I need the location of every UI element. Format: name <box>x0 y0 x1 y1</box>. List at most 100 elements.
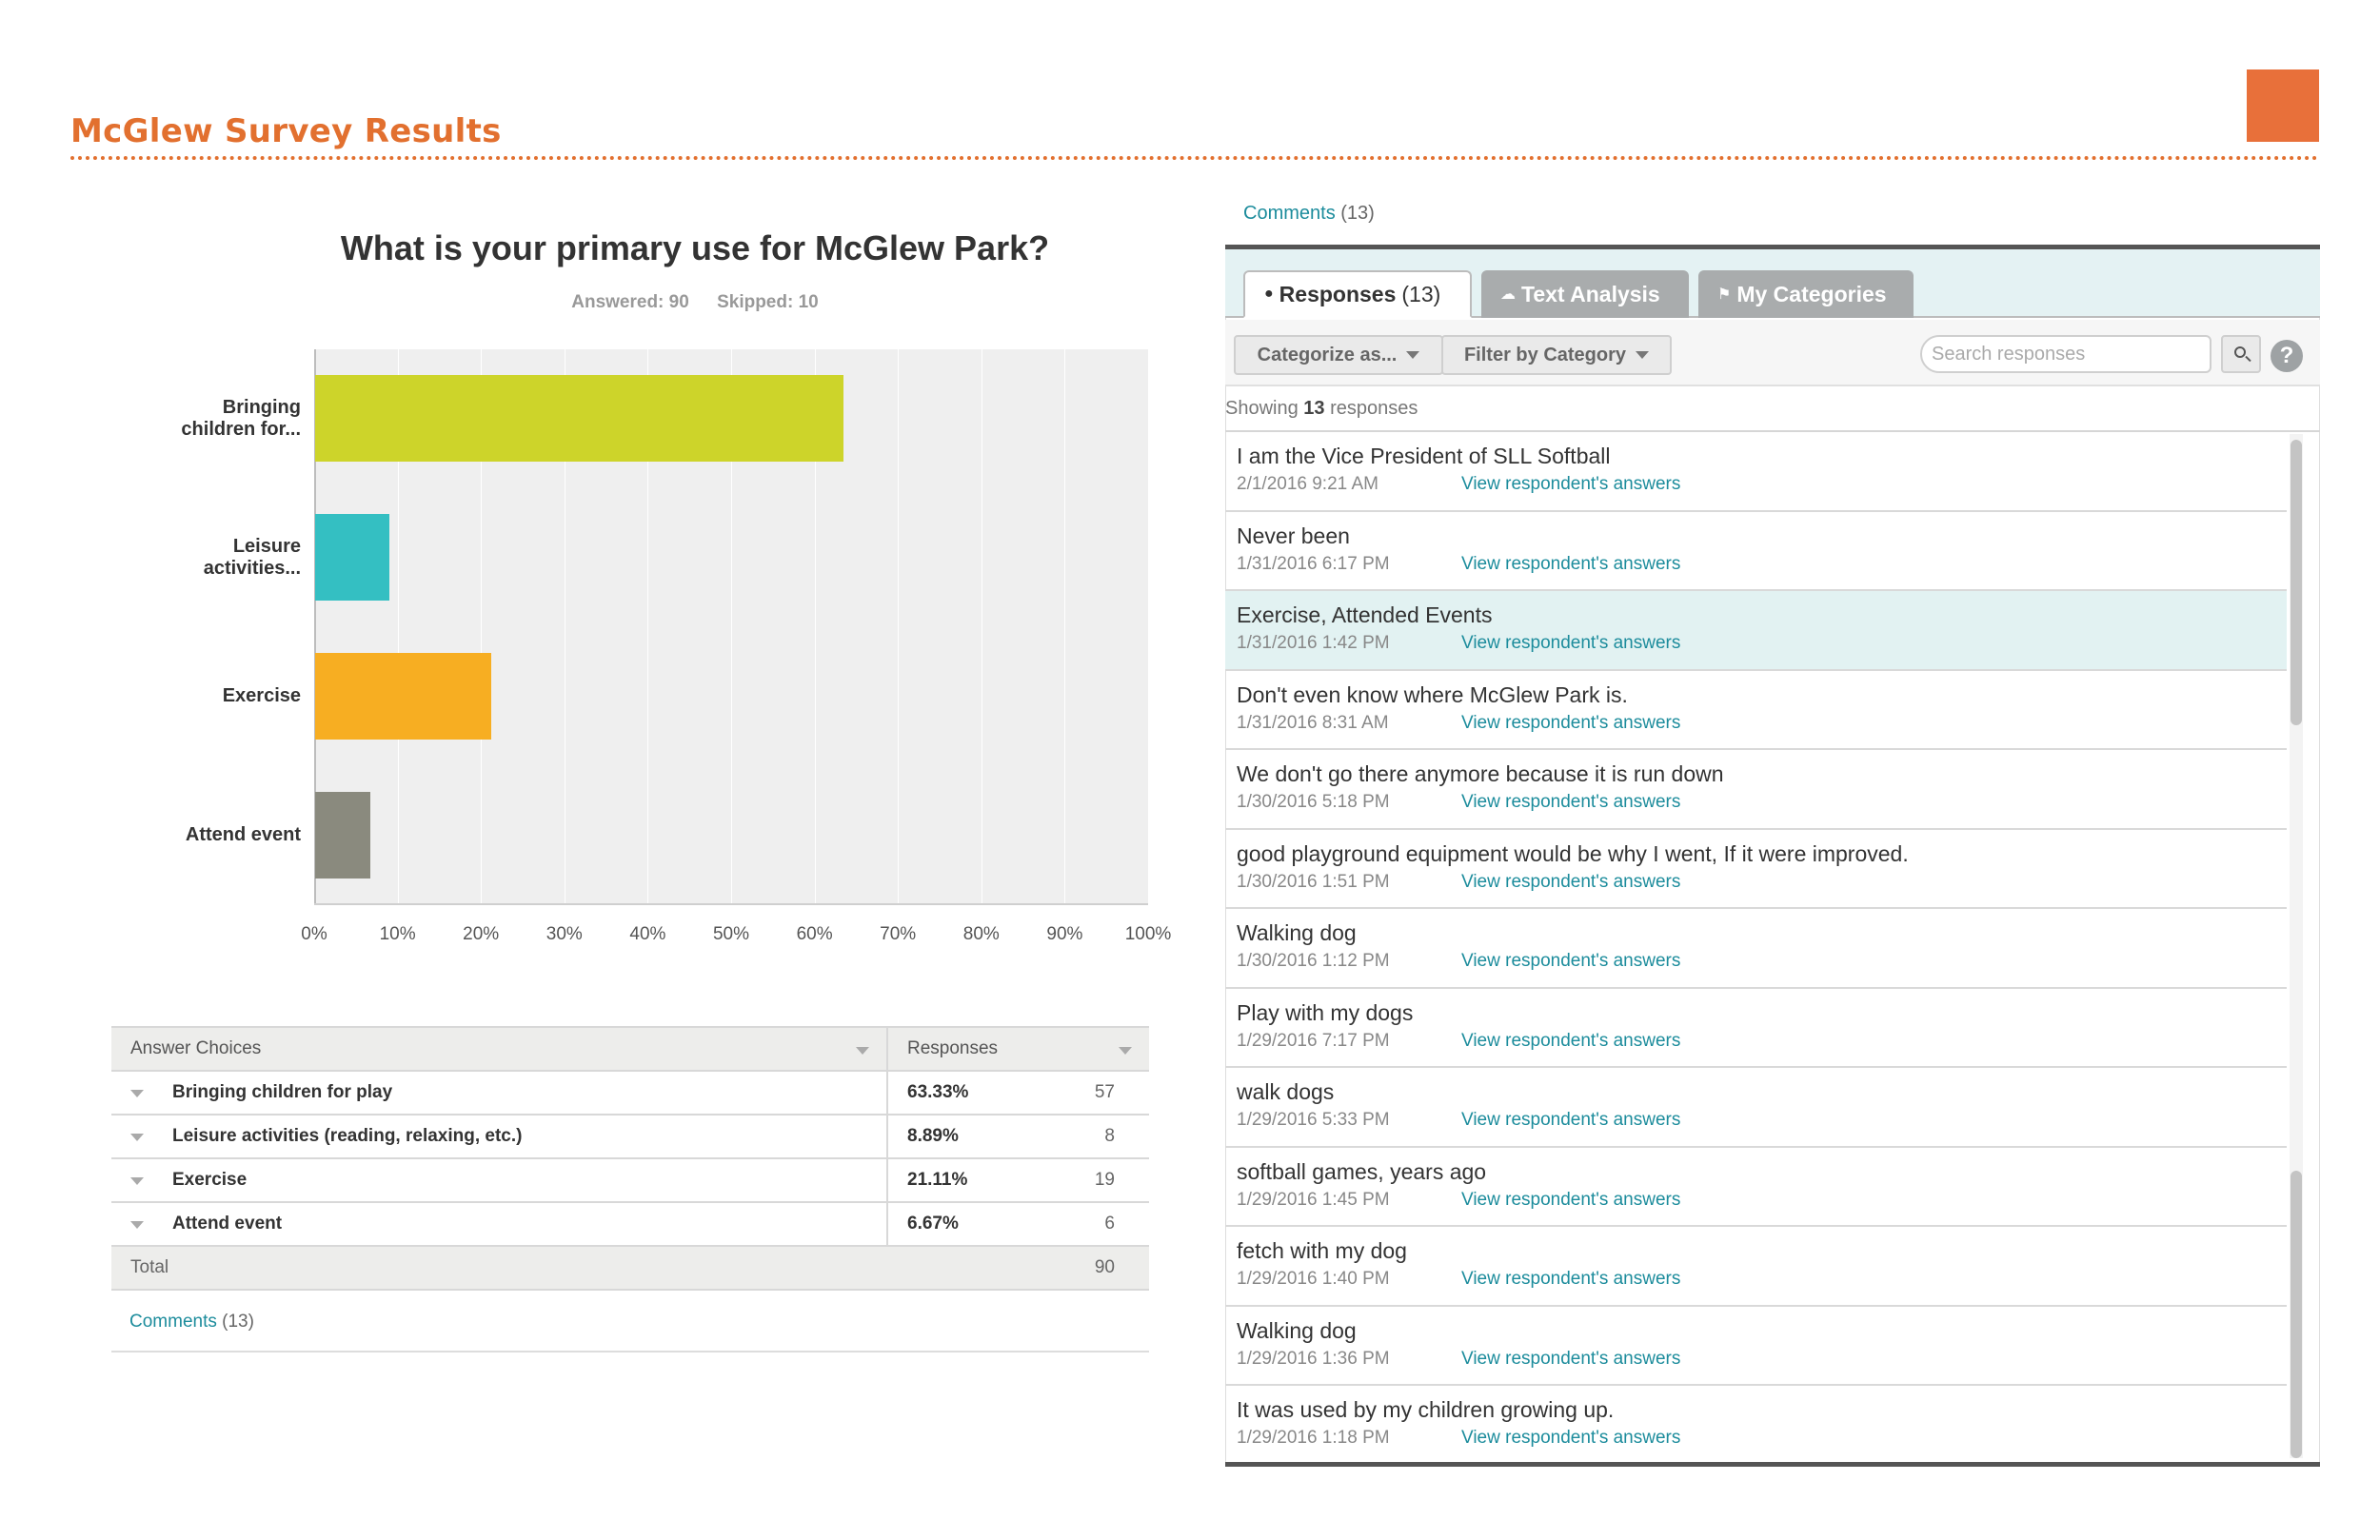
response-percent: 6.67% <box>886 1202 1025 1247</box>
response-count: 19 <box>1025 1158 1149 1203</box>
view-respondent-answers-link[interactable]: View respondent's answers <box>1461 1269 1681 1289</box>
view-respondent-answers-link[interactable]: View respondent's answers <box>1461 1428 1681 1448</box>
response-date: 1/29/2016 7:17 PM <box>1237 1030 1390 1051</box>
table-row: Leisure activities (reading, relaxing, e… <box>111 1115 1149 1159</box>
response-meta: 1/29/2016 1:40 PM View respondent's answe… <box>1237 1269 2287 1290</box>
speech-bubble-icon: ● <box>1264 286 1274 302</box>
view-respondent-answers-link[interactable]: View respondent's answers <box>1461 951 1681 971</box>
list-item[interactable]: walk dogs 1/29/2016 5:33 PM View responden… <box>1225 1068 2287 1148</box>
x-tick-label: 80% <box>962 924 1000 944</box>
x-tick-label: 70% <box>880 924 917 944</box>
response-text: We don't go there anymore because it is … <box>1237 761 1724 786</box>
chevron-down-icon[interactable] <box>1119 1047 1132 1055</box>
table-row: Attend event 6.67% 6 <box>111 1202 1149 1247</box>
list-item[interactable]: Play with my dogs 1/29/2016 7:17 PM View r… <box>1225 989 2287 1068</box>
view-respondent-answers-link[interactable]: View respondent's answers <box>1461 474 1681 494</box>
comments-header-link[interactable]: Comments (13) <box>1243 203 1375 224</box>
list-item[interactable]: Exercise, Attended Events 1/31/2016 1:42 … <box>1225 591 2287 671</box>
answer-choice[interactable]: Bringing children for play <box>111 1071 887 1116</box>
scrollbar-thumb[interactable] <box>2291 440 2302 725</box>
tab-text-analysis[interactable]: ☁ Text Analysis <box>1481 270 1689 318</box>
response-text: It was used by my children growing up. <box>1237 1397 1615 1422</box>
list-item[interactable]: fetch with my dog 1/29/2016 1:40 PM View r… <box>1225 1227 2287 1307</box>
list-item[interactable]: It was used by my children growing up. 1/… <box>1225 1386 2287 1466</box>
response-text: softball games, years ago <box>1237 1158 1487 1184</box>
view-respondent-answers-link[interactable]: View respondent's answers <box>1461 1348 1681 1369</box>
total-count: 90 <box>887 1246 1149 1291</box>
x-tick-label: 100% <box>1124 924 1172 944</box>
list-item[interactable]: Walking dog 1/30/2016 1:12 PM View respond… <box>1225 909 2287 989</box>
response-text: Never been <box>1237 523 1350 548</box>
divider <box>111 1351 1149 1352</box>
response-date: 2/1/2016 9:21 AM <box>1237 474 1378 494</box>
chevron-down-icon[interactable] <box>130 1177 144 1185</box>
panel-top-border <box>1225 245 2320 249</box>
response-count: 57 <box>1025 1071 1149 1116</box>
categorize-as-dropdown[interactable]: Categorize as... <box>1234 335 1443 375</box>
answered-skipped: Answered: 90 Skipped: 10 <box>190 292 1200 313</box>
response-text: Walking dog <box>1237 1317 1357 1343</box>
response-count: 6 <box>1025 1202 1149 1247</box>
view-respondent-answers-link[interactable]: View respondent's answers <box>1461 712 1681 733</box>
list-item[interactable]: Don't even know where McGlew Park is. 1/3… <box>1225 671 2287 750</box>
response-text: Exercise, Attended Events <box>1237 602 1493 627</box>
response-meta: 1/29/2016 1:36 PM View respondent's answe… <box>1237 1349 2287 1370</box>
response-percent: 63.33% <box>886 1071 1025 1116</box>
skipped-count: Skipped: 10 <box>717 292 819 312</box>
view-respondent-answers-link[interactable]: View respondent's answers <box>1461 871 1681 892</box>
list-item[interactable]: good playground equipment would be why I… <box>1225 830 2287 909</box>
list-item[interactable]: We don't go there anymore because it is … <box>1225 750 2287 830</box>
view-respondent-answers-link[interactable]: View respondent's answers <box>1461 1110 1681 1130</box>
bar <box>315 514 389 602</box>
view-respondent-answers-link[interactable]: View respondent's answers <box>1461 1189 1681 1210</box>
response-date: 1/29/2016 1:45 PM <box>1237 1189 1390 1210</box>
tab-my-categories[interactable]: ⚑ My Categories <box>1698 270 1914 318</box>
responses-panel <box>1225 249 2320 1466</box>
response-meta: 1/29/2016 1:18 PM View respondent's answe… <box>1237 1428 2287 1449</box>
x-tick-label: 90% <box>1046 924 1083 944</box>
bar <box>315 791 371 879</box>
response-date: 1/30/2016 1:51 PM <box>1237 871 1390 892</box>
total-label: Total <box>111 1246 887 1291</box>
answer-choice[interactable]: Leisure activities (reading, relaxing, e… <box>111 1115 887 1159</box>
question-title: What is your primary use for McGlew Park… <box>340 228 1050 267</box>
gridline <box>731 349 732 904</box>
answer-choice[interactable]: Exercise <box>111 1158 887 1203</box>
gridline <box>647 349 649 904</box>
list-item[interactable]: Never been 1/31/2016 6:17 PM View responde… <box>1225 512 2287 591</box>
x-tick-label: 30% <box>545 924 583 944</box>
scrollbar-thumb-lower[interactable] <box>2291 1171 2302 1458</box>
table-row: Bringing children for play 63.33% 57 <box>111 1071 1149 1116</box>
view-respondent-answers-link[interactable]: View respondent's answers <box>1461 633 1681 653</box>
x-tick-label: 60% <box>796 924 833 944</box>
tab-responses[interactable]: ● Responses (13) <box>1243 270 1472 318</box>
view-respondent-answers-link[interactable]: View respondent's answers <box>1461 792 1681 812</box>
help-icon[interactable]: ? <box>2271 340 2303 372</box>
list-item[interactable]: I am the Vice President of SLL Softball 2… <box>1225 432 2287 512</box>
chevron-down-icon[interactable] <box>130 1090 144 1097</box>
filter-by-category-dropdown[interactable]: Filter by Category <box>1441 335 1672 375</box>
chevron-down-icon[interactable] <box>856 1047 869 1055</box>
response-text: fetch with my dog <box>1237 1238 1407 1263</box>
list-item[interactable]: Walking dog 1/29/2016 1:36 PM View respond… <box>1225 1307 2287 1386</box>
response-meta: 1/31/2016 8:31 AM View respondent's answe… <box>1237 713 2287 734</box>
gridline <box>814 349 816 904</box>
view-respondent-answers-link[interactable]: View respondent's answers <box>1461 1030 1681 1051</box>
header-answer-choices[interactable]: Answer Choices <box>111 1026 887 1072</box>
chevron-down-icon[interactable] <box>130 1221 144 1229</box>
header-responses[interactable]: Responses <box>886 1026 1149 1072</box>
tag-icon: ⚑ <box>1717 286 1732 303</box>
response-text: Walking dog <box>1237 920 1357 945</box>
search-button[interactable] <box>2221 335 2261 373</box>
search-responses-input[interactable] <box>1920 335 2211 373</box>
list-item[interactable]: softball games, years ago 1/29/2016 1:45 … <box>1225 1148 2287 1227</box>
cloud-icon: ☁ <box>1500 286 1516 303</box>
gridline <box>1148 349 1149 904</box>
response-meta: 1/30/2016 1:12 PM View respondent's answe… <box>1237 951 2287 972</box>
answered-count: Answered: 90 <box>571 292 689 312</box>
view-respondent-answers-link[interactable]: View respondent's answers <box>1461 553 1681 574</box>
response-meta: 1/31/2016 1:42 PM View respondent's answe… <box>1237 633 2287 654</box>
answer-choice[interactable]: Attend event <box>111 1202 887 1247</box>
comments-link[interactable]: Comments (13) <box>129 1312 254 1332</box>
chevron-down-icon[interactable] <box>130 1134 144 1141</box>
